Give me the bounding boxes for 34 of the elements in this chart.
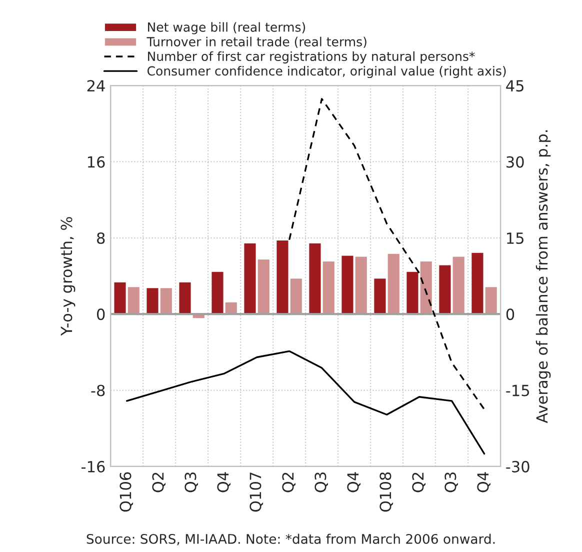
y-axis-title: Y-o-y growth, % xyxy=(60,217,76,336)
x-tick-label: Q108 xyxy=(380,472,393,512)
x-tick-label: Q2 xyxy=(282,472,296,492)
line-series xyxy=(126,350,486,455)
y-tick-label: 8 xyxy=(97,232,105,244)
legend-label: Net wage bill (real terms) xyxy=(148,22,306,34)
y-tick-label: 16 xyxy=(88,156,105,168)
legend-label: Turnover in retail trade (real terms) xyxy=(146,36,366,48)
y-tick-label: -16 xyxy=(82,460,105,472)
x-tick-label: Q107 xyxy=(250,472,263,512)
x-tick-label: Q4 xyxy=(217,472,230,492)
x-tick-label: Q3 xyxy=(184,472,198,492)
x-tick-label: Q4 xyxy=(477,472,490,492)
x-tick-label: Q3 xyxy=(444,472,458,492)
line-series xyxy=(288,98,486,410)
y2-axis-title: Average of balance from answers, p.p. xyxy=(536,130,551,424)
y-tick-label: -8 xyxy=(91,384,105,396)
x-tick-label: Q3 xyxy=(314,472,328,492)
bar xyxy=(178,281,192,315)
y2-tick-label: 15 xyxy=(507,232,524,244)
y2-tick-label: 30 xyxy=(506,156,524,168)
y2-tick-label: -30 xyxy=(506,460,530,472)
x-tick-label: Q2 xyxy=(412,472,426,492)
x-tick-label: Q106 xyxy=(120,472,134,512)
y2-tick-label: 45 xyxy=(506,80,524,92)
y-tick-label: 24 xyxy=(87,80,105,92)
y2-tick-label: -15 xyxy=(506,384,529,396)
legend-label: Consumer confidence indicator, original value (right axis) xyxy=(147,66,506,78)
source-note: Source: SORS, MI-IAAD. Note: *data from March 2006 onward. xyxy=(86,534,495,546)
x-tick-label: Q2 xyxy=(152,472,166,492)
legend-label: Number of first car registrations by natural persons* xyxy=(148,51,475,64)
y-tick-label: 0 xyxy=(97,308,105,320)
x-tick-label: Q4 xyxy=(347,472,360,492)
y2-tick-label: 0 xyxy=(506,308,514,320)
